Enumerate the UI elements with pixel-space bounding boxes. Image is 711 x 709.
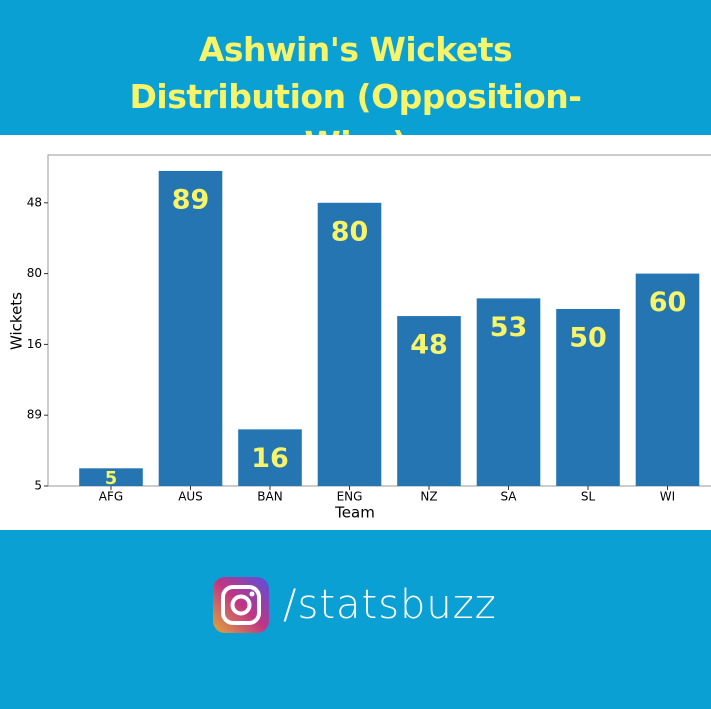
bar (556, 308, 620, 486)
value-label: 60 (649, 287, 687, 318)
y-tick-label: 5 (34, 479, 42, 493)
x-tick-label: NZ (420, 490, 437, 504)
x-tick-label: AFG (99, 490, 123, 504)
value-label: 5 (105, 469, 117, 489)
x-tick-label: BAN (257, 490, 282, 504)
y-axis-label: Wickets (8, 292, 26, 350)
bar (317, 202, 382, 486)
x-tick-label: WI (660, 490, 675, 504)
x-tick-label: ENG (337, 490, 363, 504)
value-label: 48 (410, 330, 448, 361)
x-axis-label: Team (334, 504, 375, 522)
footer: /statsbuzz (213, 577, 497, 633)
social-handle: /statsbuzz (283, 582, 497, 628)
chart: Team Wickets 589168048AFG5AUS89BAN16ENG8… (0, 135, 711, 530)
x-tick-label: SL (581, 490, 596, 504)
value-label: 53 (490, 312, 528, 343)
value-label: 80 (331, 216, 369, 247)
axes-frame (47, 154, 711, 487)
instagram-icon (213, 577, 269, 633)
value-label: 50 (569, 322, 607, 353)
y-tick-label: 16 (27, 337, 42, 351)
value-label: 89 (172, 184, 210, 215)
y-tick-label: 48 (27, 195, 42, 209)
y-tick-label: 89 (27, 408, 42, 422)
bar (238, 429, 302, 486)
y-tick-label: 80 (27, 266, 42, 280)
value-label: 16 (251, 443, 289, 474)
bar (635, 273, 700, 486)
bar (397, 316, 461, 486)
chart-title: Ashwin's Wickets Distribution (Oppositio… (129, 30, 582, 163)
bar (79, 468, 143, 486)
x-tick-label: AUS (178, 490, 203, 504)
bar (158, 170, 223, 486)
bar (476, 298, 541, 486)
x-tick-label: SA (500, 490, 517, 504)
